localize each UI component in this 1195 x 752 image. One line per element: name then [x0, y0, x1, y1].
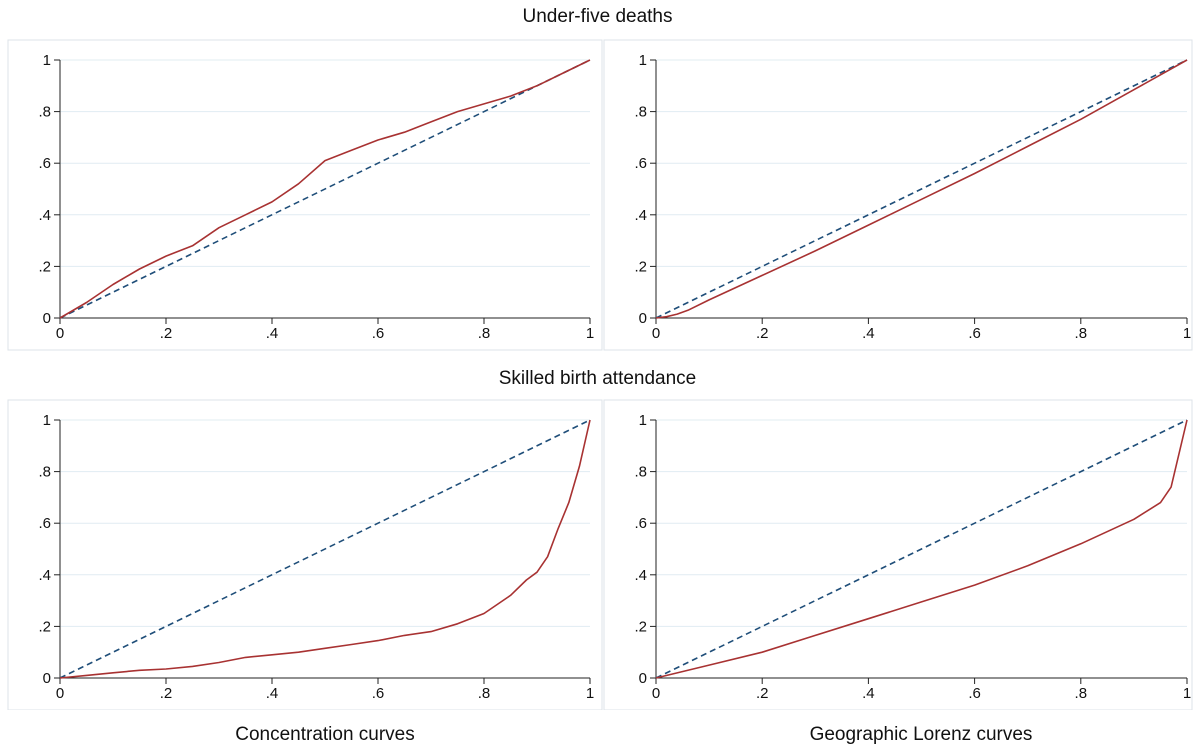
y-tick-label: .4	[634, 207, 647, 224]
distribution-curve	[59, 419, 591, 679]
x-tick-label: 0	[56, 685, 64, 702]
y-tick-label: .4	[634, 567, 647, 584]
y-tick-label: .8	[634, 464, 647, 481]
y-tick-label: 1	[43, 52, 51, 69]
y-tick-label: .4	[38, 207, 51, 224]
x-tick-label: 1	[586, 325, 594, 342]
distribution-curve	[655, 59, 1188, 319]
y-tick-label: .8	[634, 104, 647, 121]
row-title-bottom: Skilled birth attendance	[498, 368, 697, 389]
x-tick-label: .8	[1075, 325, 1088, 342]
x-tick-label: .2	[756, 325, 769, 342]
x-tick-label: .4	[266, 685, 279, 702]
chart-panel-skilled-birth-lorenz: 0 .2 .4 .6 .8 1 0 .2 .4 .6 .8 1	[603, 399, 1193, 710]
y-tick-label: .6	[38, 155, 51, 172]
chart-panel-under-five-concentration: 0 .2 .4 .6 .8 1 0 .2 .4 .6 .8 1	[7, 39, 603, 351]
x-tick-label: .8	[1075, 685, 1088, 702]
panel-frame	[7, 39, 603, 351]
column-title-left: Concentration curves	[235, 724, 415, 745]
equality-line	[655, 419, 1188, 679]
chart-grid: 0 .2 .4 .6 .8 1 0 .2 .4 .6 .8 1 0 .2 .4 .6 .8 1 0 .2 .4 .6 .8 1…	[7, 39, 1193, 710]
x-tick-label: .6	[968, 685, 981, 702]
distribution-curve	[655, 419, 1188, 679]
y-tick-label: .2	[38, 258, 51, 275]
equality-line	[59, 419, 591, 679]
y-tick-label: .6	[634, 155, 647, 172]
y-tick-label: 1	[43, 412, 51, 429]
equality-line	[59, 59, 591, 319]
y-tick-label: 1	[639, 52, 647, 69]
y-tick-label: .6	[634, 515, 647, 532]
x-tick-label: 1	[1183, 325, 1191, 342]
y-tick-label: 0	[43, 670, 51, 687]
x-tick-label: 1	[586, 685, 594, 702]
y-tick-label: .4	[38, 567, 51, 584]
x-tick-label: .8	[478, 325, 491, 342]
distribution-curve	[59, 59, 591, 319]
y-tick-label: .8	[38, 104, 51, 121]
y-tick-label: 0	[639, 670, 647, 687]
y-tick-label: 0	[639, 310, 647, 327]
x-tick-label: .8	[478, 685, 491, 702]
panel-frame	[603, 39, 1193, 351]
x-tick-label: 0	[652, 325, 660, 342]
x-tick-label: 1	[1183, 685, 1191, 702]
y-tick-label: 0	[43, 310, 51, 327]
equality-line	[655, 59, 1188, 319]
chart-panel-under-five-lorenz: 0 .2 .4 .6 .8 1 0 .2 .4 .6 .8 1	[603, 39, 1193, 351]
x-tick-label: .6	[372, 325, 385, 342]
panel-frame	[603, 399, 1193, 710]
x-tick-label: .6	[372, 685, 385, 702]
panel-frame	[7, 399, 603, 710]
column-title-right: Geographic Lorenz curves	[809, 724, 1033, 745]
x-tick-label: .2	[160, 685, 173, 702]
x-tick-label: .4	[266, 325, 279, 342]
x-tick-label: .6	[968, 325, 981, 342]
y-tick-label: .6	[38, 515, 51, 532]
y-tick-label: .8	[38, 464, 51, 481]
x-tick-label: 0	[652, 685, 660, 702]
row-title-top: Under-five deaths	[522, 6, 673, 27]
chart-panel-skilled-birth-concentration: 0 .2 .4 .6 .8 1 0 .2 .4 .6 .8 1	[7, 399, 603, 710]
y-tick-label: .2	[634, 618, 647, 635]
y-tick-label: .2	[634, 258, 647, 275]
y-tick-label: .2	[38, 618, 51, 635]
y-tick-label: 1	[639, 412, 647, 429]
x-tick-label: 0	[56, 325, 64, 342]
x-tick-label: .2	[756, 685, 769, 702]
x-tick-label: .4	[862, 325, 875, 342]
x-tick-label: .4	[862, 685, 875, 702]
x-tick-label: .2	[160, 325, 173, 342]
